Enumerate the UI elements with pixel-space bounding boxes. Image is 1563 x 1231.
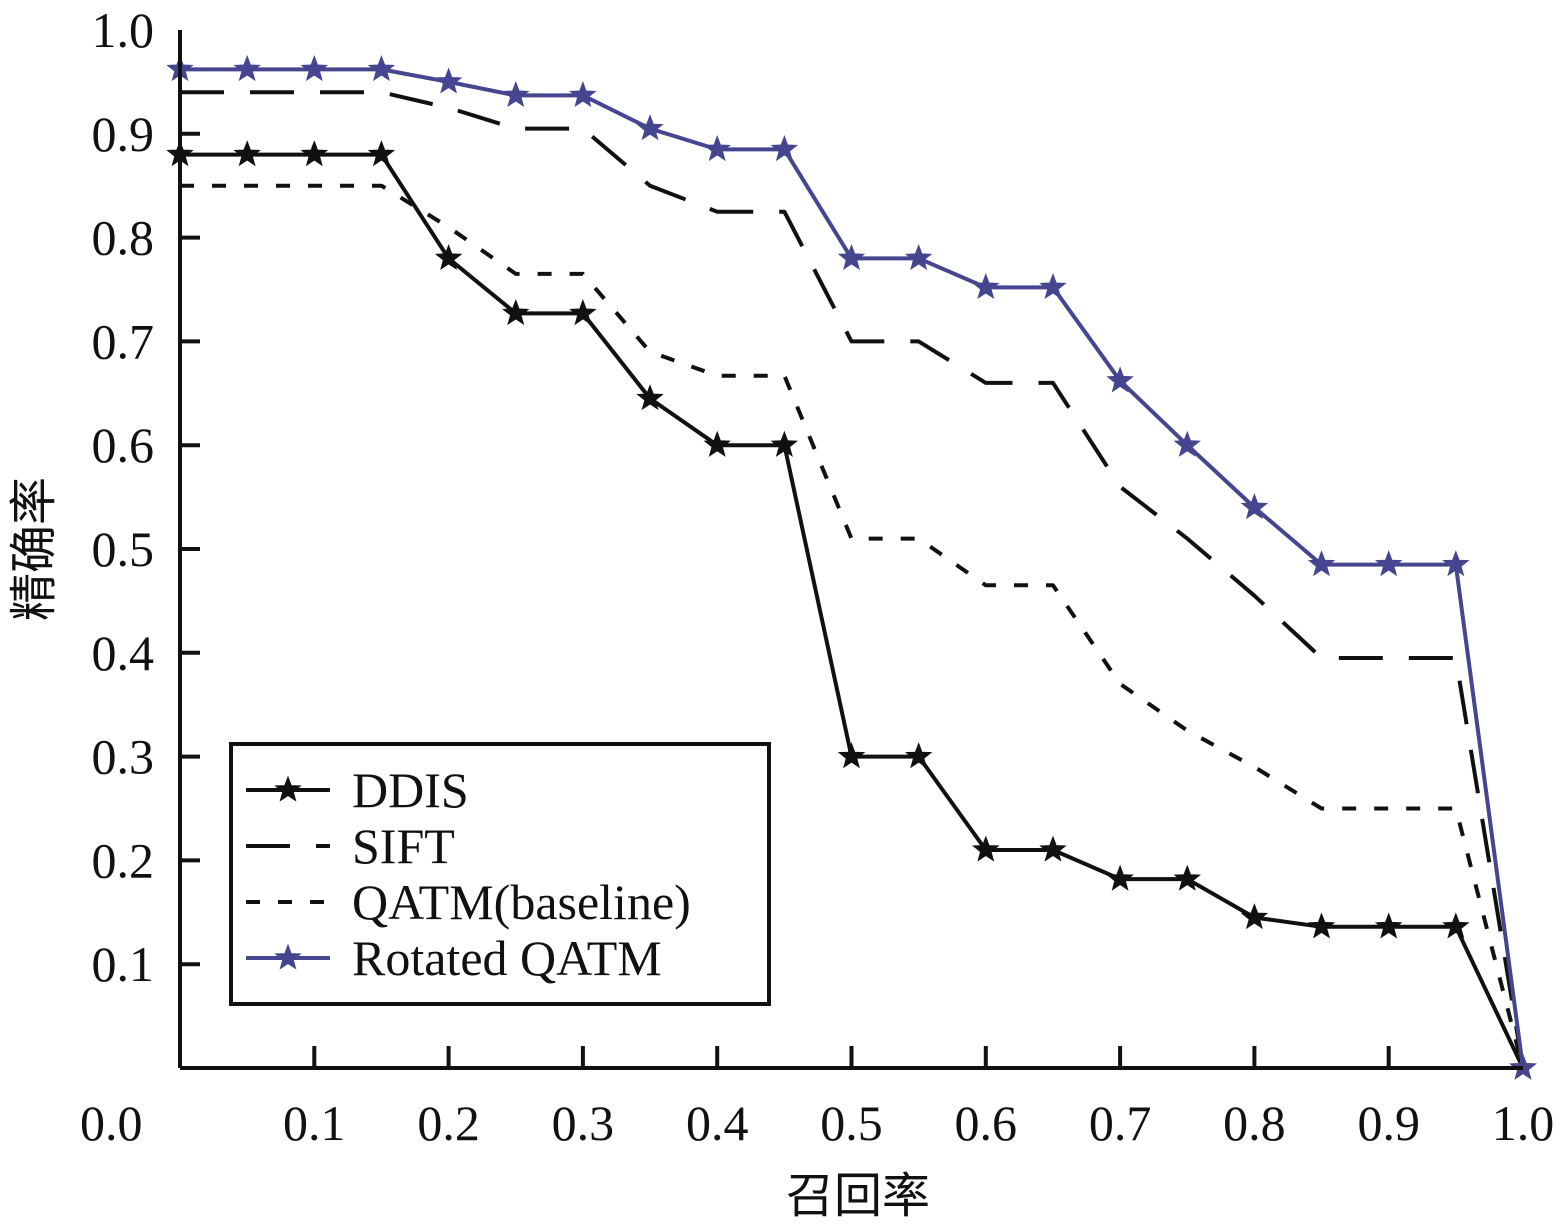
x-tick-label: 0.3 <box>552 1095 615 1151</box>
data-point <box>1374 550 1403 577</box>
tick-marks <box>180 131 1391 1068</box>
data-point <box>569 80 597 108</box>
data-point <box>1374 912 1403 939</box>
data-point <box>300 140 329 167</box>
data-point <box>703 134 731 162</box>
data-point <box>837 243 866 271</box>
legend-label: DDIS <box>352 762 469 818</box>
data-point <box>1106 366 1134 393</box>
x-tick-label: 0.2 <box>417 1095 480 1151</box>
data-point <box>569 298 597 326</box>
x-tick-label: 0.1 <box>283 1095 346 1151</box>
data-point <box>770 430 799 457</box>
data-point <box>1307 912 1336 939</box>
data-point <box>367 54 396 82</box>
series-line-sift <box>180 90 1525 1069</box>
data-point <box>904 742 933 769</box>
legend-marker <box>274 775 302 802</box>
data-point <box>1442 912 1470 939</box>
series-qatm-baseline <box>180 183 1525 1069</box>
data-point <box>636 384 664 411</box>
y-tick-label: 0.3 <box>92 729 155 785</box>
data-point <box>1173 864 1201 891</box>
data-point <box>972 272 1000 300</box>
data-point <box>1173 430 1201 457</box>
data-point <box>434 243 463 271</box>
data-point <box>1240 493 1269 520</box>
legend-item-rotated-qatm: Rotated QATM <box>246 930 662 986</box>
legend-label: Rotated QATM <box>352 930 662 986</box>
data-point <box>434 67 463 94</box>
legend-item-qatm-baseline: QATM(baseline) <box>246 874 691 930</box>
y-tick-label: 0.7 <box>92 313 155 369</box>
data-point <box>233 54 261 82</box>
x-axis-title: 召回率 <box>786 1168 930 1224</box>
y-tick-label: 1.0 <box>92 2 155 58</box>
data-point <box>233 140 261 167</box>
axes <box>178 30 1523 1070</box>
data-point <box>904 243 933 271</box>
x-tick-label: 0.8 <box>1223 1095 1286 1151</box>
legend-marker <box>274 943 302 970</box>
y-tick-label: 0.2 <box>92 832 155 888</box>
y-tick-label: 0.1 <box>92 936 155 992</box>
data-point <box>1442 550 1470 577</box>
series-ddis <box>166 140 1537 1080</box>
y-tick-label: 0.8 <box>92 210 155 266</box>
tick-labels: 0.0 0.1 0.2 0.3 0.4 0.5 0.6 0.7 0.8 0.9 1.0 0.1 0.2 0… <box>80 2 1554 1151</box>
x-tick-label: 0.9 <box>1357 1095 1420 1151</box>
x-tick-label: 0.6 <box>955 1095 1018 1151</box>
data-point <box>367 140 396 167</box>
series-sift <box>180 90 1525 1069</box>
y-tick-label: 0.4 <box>92 625 155 681</box>
data-point <box>770 134 799 162</box>
x-tick-label: 0.5 <box>820 1095 883 1151</box>
data-point <box>1240 903 1269 930</box>
data-point <box>703 430 731 457</box>
data-point <box>300 54 329 82</box>
data-point <box>1039 835 1067 862</box>
legend-item-sift: SIFT <box>246 818 455 874</box>
x-tick-label: 0.4 <box>686 1095 749 1151</box>
data-point <box>972 835 1000 862</box>
data-point <box>502 80 530 108</box>
legend-box <box>229 742 771 1006</box>
x-tick-label: 0.0 <box>80 1095 143 1151</box>
series-line-qatm-baseline <box>180 183 1525 1069</box>
data-point <box>636 114 664 141</box>
x-tick-label: 0.7 <box>1089 1095 1152 1151</box>
y-tick-label: 0.5 <box>92 521 155 577</box>
x-tick-label: 1.0 <box>1492 1095 1555 1151</box>
data-point <box>837 742 866 769</box>
data-point <box>1307 550 1336 577</box>
data-point <box>1039 272 1067 300</box>
data-point <box>502 298 530 326</box>
y-axis-title: 精确率 <box>6 477 62 621</box>
y-tick-label: 0.6 <box>92 417 155 473</box>
y-tick-label: 0.9 <box>92 106 155 162</box>
series-lines <box>166 54 1537 1080</box>
legend-label: QATM(baseline) <box>352 874 691 930</box>
legend-label: SIFT <box>352 818 455 874</box>
data-point <box>1106 864 1134 891</box>
legend-item-ddis: DDIS <box>246 762 469 818</box>
